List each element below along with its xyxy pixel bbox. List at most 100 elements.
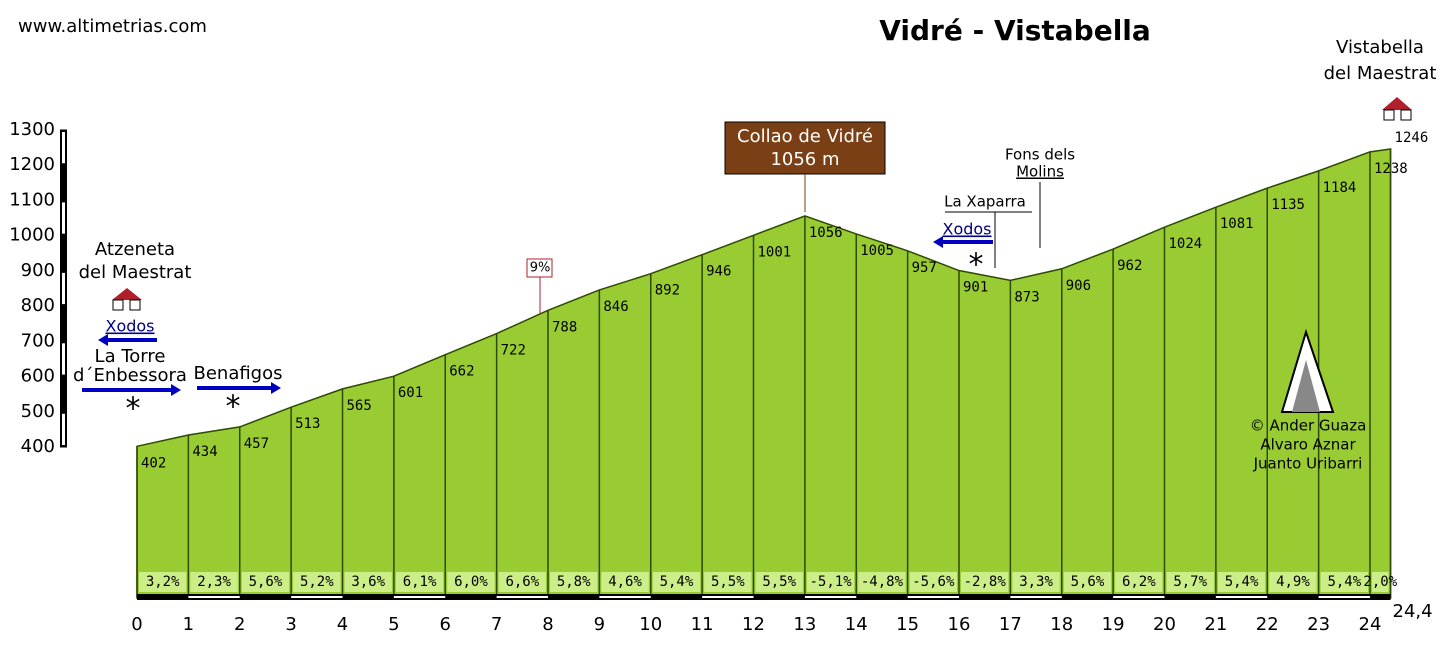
- x-tick-label: 3: [285, 614, 296, 635]
- gradient-bg: [704, 572, 752, 592]
- altitude-label: 457: [244, 436, 269, 452]
- credit: © Ander Guaza: [1250, 417, 1367, 435]
- gradient-bg: [190, 572, 238, 592]
- altitude-label: 1081: [1220, 216, 1254, 232]
- x-tick-label: 24,4: [1393, 601, 1433, 622]
- altitude-label: 601: [398, 385, 423, 401]
- gradient-bg: [1012, 572, 1060, 592]
- gradient-bg: [1166, 572, 1214, 592]
- gradient-bg: [1063, 572, 1112, 592]
- gradient-bg: [806, 572, 855, 592]
- altitude-label: 1135: [1271, 197, 1305, 213]
- stripe-dash: [188, 596, 240, 598]
- arrow-head: [933, 236, 943, 248]
- y-axis-band: [62, 413, 65, 445]
- altitude-label: 788: [552, 319, 577, 335]
- x-tick-label: 10: [639, 614, 662, 635]
- gradient-label: 5,4%: [1225, 574, 1259, 590]
- gradient-bg: [447, 572, 495, 592]
- stripe-dash: [599, 596, 651, 598]
- gradient-bg: [858, 572, 906, 592]
- gradient-bg: [1115, 572, 1163, 592]
- gradient-label: 3,2%: [146, 574, 180, 590]
- x-tick-label: 12: [742, 614, 765, 635]
- altitude-label: 1001: [758, 244, 792, 260]
- annotation: del Maestrat: [79, 262, 192, 283]
- stripe-dash: [1010, 596, 1062, 598]
- x-tick-label: 19: [1102, 614, 1125, 635]
- gradient-label: 5,4%: [660, 574, 694, 590]
- annotation: 1056 m: [770, 149, 839, 170]
- x-tick-label: 11: [691, 614, 714, 635]
- gradient-bg: [1320, 572, 1368, 592]
- pass-box: [724, 121, 886, 175]
- y-tick-label: 1200: [9, 154, 55, 175]
- stripe-dash: [496, 596, 548, 598]
- altitude-label: 402: [141, 455, 166, 471]
- gradient-bg: [1269, 572, 1317, 592]
- gradient-label: -5,6%: [912, 574, 955, 590]
- annotation: Vistabella: [1336, 37, 1424, 58]
- gradient-label: -2,8%: [964, 574, 1007, 590]
- annotation: Molins: [1016, 163, 1064, 181]
- y-tick-label: 400: [21, 436, 55, 457]
- mountain-icon: [1280, 328, 1335, 413]
- annotation: Benafigos: [193, 363, 282, 384]
- y-axis-band: [62, 343, 65, 375]
- altitude-label: 565: [347, 398, 372, 414]
- altitude-label: 513: [295, 416, 320, 432]
- site: www.altimetrias.com: [18, 16, 207, 37]
- altitude-label: 434: [192, 444, 217, 460]
- annotation: Fons dels: [1005, 146, 1075, 164]
- house-icon: [1382, 97, 1412, 121]
- gradient-label: 6,0%: [454, 574, 488, 590]
- y-axis-band: [62, 202, 65, 234]
- annotation: La Torre: [95, 346, 166, 367]
- gradient-label: 3,6%: [351, 574, 385, 590]
- gradient-bg: [961, 572, 1009, 592]
- altitude-label: 946: [706, 264, 731, 280]
- gradient-label: 5,2%: [300, 574, 334, 590]
- annotation: Atzeneta: [95, 239, 175, 260]
- gradient-bg: [241, 572, 290, 592]
- gradient-label: 5,6%: [1071, 574, 1105, 590]
- credit: Juanto Uribarri: [1253, 455, 1363, 473]
- altitude-label: 1024: [1169, 236, 1203, 252]
- stripe-dash: [1215, 596, 1268, 598]
- gradient-label: -4,8%: [861, 574, 904, 590]
- x-tick-label: 16: [948, 614, 971, 635]
- stripe-dash: [393, 596, 446, 598]
- altitude-label: 1246: [1395, 130, 1429, 146]
- stripe-dash: [1113, 596, 1165, 598]
- gradient-bg: [652, 572, 701, 592]
- y-tick-label: 700: [21, 330, 55, 351]
- x-tick-label: 5: [388, 614, 399, 635]
- gradient-label: 6,1%: [403, 574, 437, 590]
- y-tick-label: 1000: [9, 225, 55, 246]
- gradient-label: 5,4%: [1327, 574, 1361, 590]
- y-axis-band: [62, 272, 65, 305]
- altitude-label: 846: [603, 299, 628, 315]
- altitude-label: 906: [1066, 278, 1091, 294]
- y-axis-band: [62, 132, 65, 164]
- annotation: La Xaparra: [944, 193, 1026, 211]
- annotation: d´Enbessora: [73, 365, 187, 386]
- gradient-bg: [755, 572, 803, 592]
- credit: Alvaro Aznar: [1260, 436, 1356, 454]
- x-tick-label: 6: [440, 614, 451, 635]
- gradient-bg: [293, 572, 341, 592]
- y-tick-label: 1100: [9, 189, 55, 210]
- altitude-label: 1184: [1323, 180, 1357, 196]
- gradient-label: 5,8%: [557, 574, 591, 590]
- y-tick-label: 900: [21, 260, 55, 281]
- y-tick-label: 800: [21, 295, 55, 316]
- gradient-bg: [909, 572, 957, 592]
- gradient-bg: [344, 572, 392, 592]
- altitude-label: 722: [501, 343, 526, 359]
- annotation: Collao de Vidré: [737, 126, 873, 147]
- x-tick-label: 23: [1307, 614, 1330, 635]
- x-tick-label: 7: [491, 614, 502, 635]
- gradient-bg: [395, 572, 444, 592]
- gradient-label: 5,7%: [1173, 574, 1207, 590]
